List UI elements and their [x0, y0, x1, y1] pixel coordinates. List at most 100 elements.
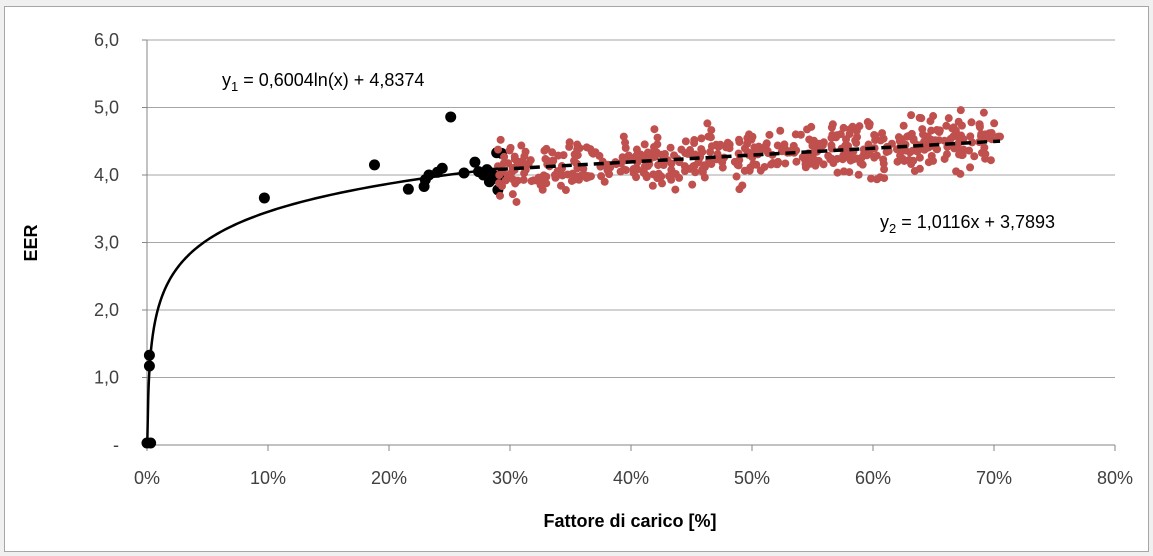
data-point: [952, 167, 961, 176]
data-point: [967, 118, 976, 127]
data-point: [707, 142, 716, 151]
data-point: [605, 170, 614, 179]
data-point: [954, 117, 963, 126]
data-point: [505, 146, 514, 155]
data-point: [521, 147, 530, 156]
data-point: [910, 166, 919, 175]
data-point: [935, 126, 944, 135]
data-point: [777, 147, 786, 156]
data-point: [675, 173, 684, 182]
data-point: [944, 114, 953, 123]
data-point: [768, 159, 777, 168]
data-point: [641, 170, 650, 179]
data-point: [803, 125, 812, 134]
data-point: [510, 152, 519, 161]
data-point: [872, 175, 881, 184]
data-point: [852, 139, 861, 148]
data-point: [975, 123, 984, 132]
data-point: [880, 174, 889, 183]
data-points: [141, 106, 1005, 449]
data-point: [703, 119, 712, 128]
data-point: [519, 175, 528, 184]
data-point: [814, 156, 823, 165]
data-point: [745, 130, 754, 139]
data-point: [740, 144, 749, 153]
data-point: [867, 174, 876, 183]
x-tick-label: 60%: [855, 468, 891, 488]
data-point: [839, 123, 848, 132]
data-point: [629, 168, 638, 177]
data-point: [981, 154, 990, 163]
data-point: [917, 114, 926, 123]
data-point: [899, 121, 908, 130]
data-point: [752, 160, 761, 169]
data-point: [918, 125, 927, 134]
data-point: [671, 185, 680, 194]
data-point: [258, 192, 270, 204]
data-point: [954, 139, 963, 148]
data-point: [966, 132, 975, 141]
data-point: [494, 179, 503, 188]
data-point: [582, 173, 591, 182]
trendlines: [145, 139, 1001, 446]
equation-1-var: y: [222, 70, 231, 90]
data-point: [842, 135, 851, 144]
data-point: [469, 156, 481, 168]
data-point: [563, 170, 572, 179]
data-point: [526, 156, 535, 165]
data-point: [745, 166, 754, 175]
data-point: [970, 152, 979, 161]
data-point: [368, 159, 380, 171]
data-point: [508, 164, 517, 173]
y-axis-title: EER: [21, 224, 41, 261]
data-point: [513, 176, 522, 185]
data-point: [632, 145, 641, 154]
y-tick-label: 6,0: [94, 30, 119, 50]
x-tick-label: 0%: [134, 468, 160, 488]
y-tick-label: -: [113, 435, 119, 455]
data-point: [554, 151, 563, 160]
data-point: [402, 183, 414, 195]
data-point: [990, 119, 999, 128]
data-point: [508, 190, 517, 199]
equation-2-label: y2 = 1,0116x + 3,7893: [880, 212, 1055, 236]
data-point: [654, 161, 663, 170]
axes: - 1,0 2,0 3,0 4,0 5,0 6,0 0% 10% 20% 30% 40% 50% 60% 7…: [94, 30, 1133, 488]
data-point: [879, 155, 888, 164]
data-point: [836, 130, 845, 139]
data-point: [640, 140, 649, 149]
data-point: [707, 126, 716, 135]
data-point: [754, 142, 763, 151]
y-tick-label: 5,0: [94, 98, 119, 118]
equation-2-var: y: [880, 212, 889, 232]
data-point: [979, 108, 988, 117]
data-point: [907, 160, 916, 169]
data-point: [856, 158, 865, 167]
data-point: [734, 161, 743, 170]
data-point: [940, 154, 949, 163]
data-point: [801, 160, 810, 169]
data-point: [880, 165, 889, 174]
data-point: [949, 123, 958, 132]
x-tick-label: 40%: [613, 468, 649, 488]
equation-2-sub: 2: [889, 221, 896, 236]
data-point: [517, 141, 526, 150]
data-point: [792, 157, 801, 166]
data-point: [977, 148, 986, 157]
data-point: [855, 122, 864, 131]
data-point: [776, 126, 785, 135]
data-point: [845, 125, 854, 134]
x-tick-label: 30%: [492, 468, 528, 488]
data-point: [704, 132, 713, 141]
data-point: [653, 133, 662, 142]
grid-lines: [147, 39, 1115, 378]
data-point: [956, 106, 965, 115]
data-point: [762, 139, 771, 148]
data-point: [495, 191, 504, 200]
data-point: [436, 162, 448, 174]
data-point: [735, 135, 744, 144]
data-point: [756, 166, 765, 175]
data-point: [966, 163, 975, 172]
data-point: [681, 137, 690, 146]
data-point: [929, 112, 938, 121]
